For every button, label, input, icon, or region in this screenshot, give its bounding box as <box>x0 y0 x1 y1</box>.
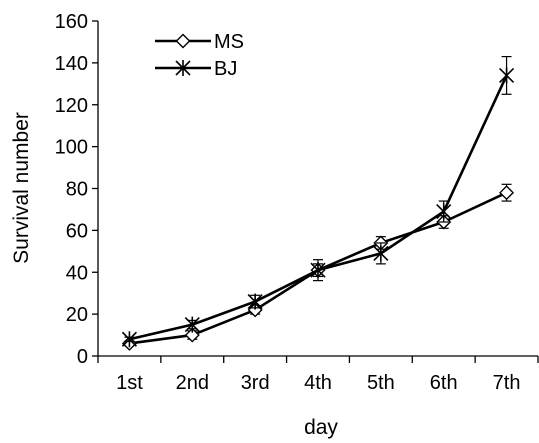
series-bj <box>121 55 515 348</box>
data-point-bj <box>184 316 200 333</box>
data-point-bj <box>121 331 137 348</box>
x-tick-label: 5th <box>367 372 395 394</box>
x-tick-label: 4th <box>304 372 332 394</box>
legend-label: BJ <box>214 58 237 80</box>
data-point-ms <box>499 185 515 201</box>
series-line-bj <box>129 74 508 341</box>
legend-marker-bj <box>175 60 191 76</box>
y-tick-label: 40 <box>66 262 88 284</box>
y-ticks: 0 20 40 60 80 100 120 140 160 <box>55 11 98 368</box>
y-tick-label: 0 <box>77 346 88 368</box>
y-tick-label: 160 <box>55 11 88 33</box>
legend-marker-ms <box>175 33 191 49</box>
data-point-bj <box>499 67 515 84</box>
y-tick-label: 100 <box>55 137 88 159</box>
x-tick-label: 7th <box>493 372 521 394</box>
legend: MS BJ <box>155 31 244 80</box>
x-tick-label: 1st <box>116 372 143 394</box>
y-tick-label: 20 <box>66 304 88 326</box>
y-tick-label: 120 <box>55 95 88 117</box>
y-tick-label: 60 <box>66 220 88 242</box>
data-point-bj <box>436 203 452 220</box>
data-point-bj <box>373 245 389 262</box>
data-point-ms <box>184 327 200 343</box>
legend-label: MS <box>214 31 244 53</box>
legend-item-bj: BJ <box>155 58 237 80</box>
data-point-bj <box>310 262 326 279</box>
y-tick-label: 140 <box>55 53 88 75</box>
legend-item-ms: MS <box>155 31 244 53</box>
x-tick-label: 2nd <box>176 372 209 394</box>
x-ticks: 1st 2nd 3rd 4th 5th 6th 7th <box>97 356 539 394</box>
data-point-bj <box>247 293 263 310</box>
x-tick-label: 3rd <box>241 372 270 394</box>
x-tick-label: 6th <box>430 372 458 394</box>
y-axis-label: Survival number <box>10 112 33 264</box>
y-tick-label: 80 <box>66 179 88 201</box>
series-layer <box>121 55 515 351</box>
axes <box>97 21 538 357</box>
x-axis-label: day <box>304 416 338 439</box>
